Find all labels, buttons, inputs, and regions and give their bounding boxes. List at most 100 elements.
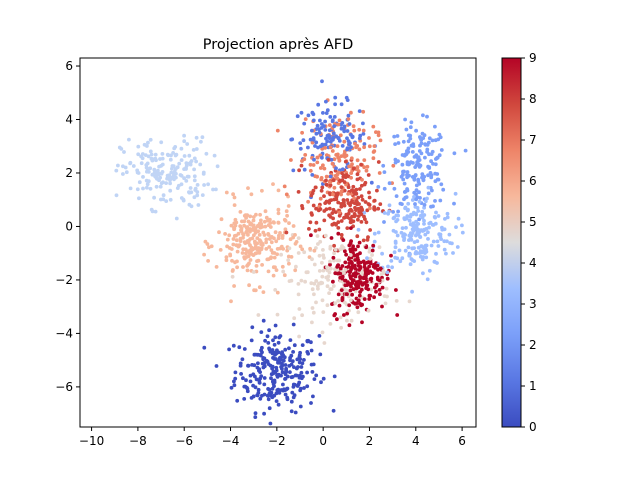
- scatter-point-class-9: [358, 290, 362, 294]
- scatter-point-class-7: [368, 206, 372, 211]
- scatter-point-class-0: [250, 363, 255, 367]
- scatter-point-class-0: [317, 334, 322, 338]
- scatter-point-class-2: [411, 144, 416, 149]
- scatter-point-class-4: [137, 196, 141, 201]
- scatter-point-class-5: [303, 279, 307, 284]
- scatter-point-class-3: [391, 228, 396, 233]
- scatter-point-class-4: [184, 161, 189, 166]
- scatter-point-class-6: [234, 233, 238, 238]
- scatter-point-class-6: [224, 190, 229, 195]
- scatter-point-class-2: [414, 197, 419, 202]
- scatter-point-class-6: [298, 244, 303, 249]
- scatter-point-class-9: [374, 282, 379, 287]
- scatter-point-class-4: [168, 157, 173, 162]
- scatter-point-class-6: [262, 233, 267, 237]
- scatter-point-class-8: [336, 220, 341, 225]
- scatter-point-class-0: [260, 345, 264, 350]
- scatter-point-class-6: [288, 237, 293, 242]
- scatter-point-class-7: [308, 162, 313, 167]
- scatter-point-class-0: [257, 380, 262, 385]
- scatter-point-class-4: [136, 144, 141, 149]
- scatter-point-class-4: [161, 197, 166, 202]
- scatter-point-class-4: [179, 173, 184, 178]
- scatter-point-class-8: [313, 228, 318, 233]
- scatter-point-class-3: [356, 227, 361, 232]
- scatter-point-class-9: [356, 244, 360, 249]
- scatter-point-class-2: [438, 198, 443, 203]
- scatter-point-class-4: [204, 151, 209, 156]
- scatter-point-class-3: [412, 195, 416, 199]
- scatter-point-class-8: [355, 172, 360, 177]
- scatter-point-class-3: [427, 268, 432, 273]
- scatter-point-class-9: [349, 239, 353, 244]
- scatter-point-class-2: [413, 173, 418, 177]
- scatter-point-class-9: [375, 263, 380, 268]
- scatter-point-class-6: [265, 257, 270, 262]
- colorbar-tick-label: 1: [529, 379, 537, 393]
- scatter-point-class-4: [179, 146, 184, 151]
- scatter-point-class-1: [314, 131, 319, 136]
- scatter-point-class-1: [361, 121, 365, 126]
- scatter-point-class-6: [287, 261, 291, 266]
- scatter-point-class-2: [391, 210, 395, 214]
- scatter-point-class-4: [168, 181, 173, 186]
- scatter-point-class-8: [356, 195, 361, 200]
- scatter-point-class-1: [315, 123, 320, 128]
- scatter-point-class-8: [324, 182, 329, 187]
- scatter-point-class-6: [233, 223, 238, 228]
- scatter-point-class-0: [312, 377, 317, 381]
- scatter-point-class-5: [323, 233, 328, 238]
- scatter-point-class-9: [368, 277, 373, 282]
- scatter-point-class-9: [353, 263, 357, 268]
- scatter-point-class-5: [380, 278, 385, 283]
- scatter-point-class-6: [256, 224, 260, 229]
- scatter-point-class-9: [344, 252, 348, 257]
- scatter-point-class-2: [376, 185, 381, 189]
- scatter-point-class-0: [267, 387, 272, 392]
- scatter-point-class-5: [297, 334, 301, 339]
- y-tick-label: 2: [65, 166, 73, 180]
- scatter-point-class-8: [356, 214, 361, 219]
- scatter-point-class-5: [320, 298, 325, 303]
- scatter-point-class-0: [271, 382, 276, 386]
- scatter-point-class-8: [358, 209, 363, 214]
- scatter-point-class-9: [336, 263, 341, 267]
- scatter-point-class-4: [114, 168, 119, 173]
- scatter-point-class-0: [262, 382, 267, 387]
- scatter-point-class-4: [167, 173, 172, 178]
- scatter-point-class-3: [390, 265, 394, 270]
- scatter-point-class-6: [246, 240, 251, 245]
- scatter-point-class-2: [406, 133, 411, 138]
- scatter-point-class-5: [273, 288, 278, 292]
- scatter-point-class-7: [330, 161, 335, 166]
- scatter-point-class-4: [161, 193, 166, 198]
- scatter-point-class-5: [338, 247, 343, 252]
- scatter-point-class-8: [376, 206, 381, 211]
- scatter-point-class-5: [320, 274, 325, 279]
- scatter-point-class-2: [452, 151, 457, 156]
- scatter-point-class-7: [352, 196, 356, 201]
- scatter-point-class-4: [193, 188, 198, 192]
- scatter-point-class-8: [359, 220, 364, 224]
- scatter-point-class-7: [349, 171, 354, 176]
- scatter-point-class-2: [402, 153, 407, 158]
- scatter-point-class-9: [336, 292, 341, 297]
- scatter-point-class-0: [258, 370, 262, 374]
- colorbar-tick-label: 6: [529, 174, 537, 188]
- scatter-point-class-3: [426, 237, 430, 241]
- scatter-point-class-0: [248, 373, 253, 378]
- scatter-point-class-8: [367, 195, 372, 200]
- scatter-point-class-5: [256, 313, 261, 317]
- scatter-point-class-3: [397, 248, 402, 253]
- scatter-point-class-5: [343, 300, 347, 305]
- scatter-point-class-3: [432, 215, 437, 219]
- scatter-point-class-6: [258, 212, 262, 217]
- scatter-point-class-6: [230, 258, 234, 263]
- scatter-point-class-6: [236, 244, 241, 249]
- scatter-point-class-0: [263, 338, 267, 343]
- scatter-point-class-1: [302, 167, 307, 172]
- scatter-point-class-0: [273, 351, 278, 356]
- colorbar-tick-label: 4: [529, 256, 537, 270]
- scatter-point-class-0: [291, 395, 296, 400]
- scatter-point-class-6: [206, 259, 211, 263]
